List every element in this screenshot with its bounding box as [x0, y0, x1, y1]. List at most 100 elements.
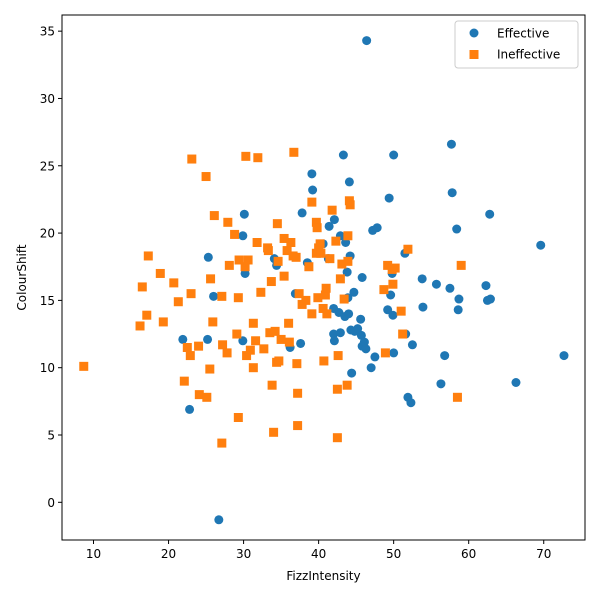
point-ineffective	[318, 303, 328, 313]
point-effective	[329, 329, 339, 339]
legend: Effective Ineffective	[454, 20, 579, 69]
point-effective	[388, 310, 398, 320]
point-effective	[452, 224, 462, 234]
point-effective	[338, 150, 348, 160]
legend-marker-ineffective	[469, 50, 479, 59]
point-ineffective	[284, 318, 294, 328]
point-effective	[454, 294, 464, 304]
point-ineffective	[270, 326, 280, 336]
point-effective	[356, 330, 366, 340]
point-ineffective	[158, 317, 168, 327]
point-ineffective	[259, 344, 269, 354]
y-tick-label: 10	[40, 361, 55, 375]
point-ineffective	[267, 380, 277, 390]
point-effective	[440, 351, 450, 361]
point-ineffective	[325, 254, 335, 264]
axis-ticks: 10 20 30 40 50 60 70 0 5 10 15 20 25 30 35	[40, 25, 552, 561]
point-effective	[329, 215, 339, 225]
point-ineffective	[245, 345, 255, 355]
point-effective	[357, 273, 367, 282]
point-ineffective	[339, 294, 349, 304]
point-effective	[536, 240, 546, 250]
point-ineffective	[307, 309, 317, 319]
point-effective	[342, 267, 352, 277]
point-ineffective	[209, 211, 219, 221]
x-tick-label: 10	[86, 547, 101, 561]
point-ineffective	[380, 348, 390, 358]
point-ineffective	[202, 392, 212, 402]
point-effective	[297, 208, 307, 218]
point-effective	[372, 223, 382, 233]
point-ineffective	[242, 351, 252, 361]
point-ineffective	[217, 291, 227, 301]
point-ineffective	[282, 246, 292, 256]
point-ineffective	[269, 427, 279, 437]
point-ineffective	[396, 306, 406, 316]
point-effective	[418, 302, 428, 312]
point-ineffective	[398, 329, 408, 339]
point-ineffective	[233, 413, 243, 422]
point-ineffective	[304, 262, 314, 272]
point-ineffective	[201, 172, 211, 182]
point-ineffective	[272, 219, 282, 229]
point-ineffective	[230, 229, 240, 239]
point-effective	[344, 309, 354, 319]
point-ineffective	[452, 392, 462, 402]
point-ineffective	[403, 244, 413, 254]
point-ineffective	[232, 329, 242, 339]
x-tick-label: 70	[536, 547, 551, 561]
point-ineffective	[185, 351, 195, 361]
point-effective	[335, 328, 345, 338]
point-effective	[407, 340, 417, 350]
point-effective	[389, 150, 399, 160]
point-ineffective	[252, 238, 262, 247]
point-effective	[447, 188, 457, 198]
point-ineffective	[345, 200, 355, 210]
y-tick-label: 5	[47, 429, 55, 443]
point-effective	[329, 336, 339, 346]
point-effective	[238, 231, 248, 241]
point-ineffective	[256, 287, 266, 297]
point-effective	[481, 281, 491, 291]
point-ineffective	[222, 348, 232, 358]
point-ineffective	[243, 255, 253, 265]
point-ineffective	[279, 271, 289, 281]
point-ineffective	[224, 260, 234, 270]
point-effective	[296, 338, 306, 348]
x-tick-label: 20	[161, 547, 176, 561]
x-tick-label: 30	[236, 547, 251, 561]
point-ineffective	[311, 217, 321, 227]
point-ineffective	[251, 336, 261, 346]
point-ineffective	[312, 223, 322, 233]
point-effective	[389, 348, 399, 358]
point-ineffective	[343, 256, 353, 266]
point-ineffective	[292, 359, 302, 369]
point-ineffective	[253, 153, 263, 163]
point-ineffective	[289, 147, 299, 157]
point-ineffective	[186, 289, 196, 299]
point-ineffective	[332, 384, 342, 394]
y-axis-label: ColourShift	[15, 244, 29, 311]
point-ineffective	[335, 274, 345, 284]
point-ineffective	[206, 274, 216, 284]
point-effective	[344, 177, 354, 187]
point-effective	[359, 337, 369, 347]
point-effective	[349, 287, 359, 297]
point-ineffective	[248, 363, 258, 373]
point-ineffective	[155, 268, 165, 278]
point-ineffective	[337, 259, 347, 269]
point-effective	[366, 363, 376, 373]
point-effective	[485, 209, 495, 219]
point-ineffective	[233, 293, 243, 303]
point-ineffective	[248, 318, 258, 328]
point-ineffective	[291, 252, 301, 262]
point-ineffective	[279, 233, 289, 243]
y-tick-label: 30	[40, 92, 55, 106]
point-ineffective	[218, 340, 228, 350]
point-ineffective	[194, 341, 204, 351]
y-tick-label: 0	[47, 496, 55, 510]
point-effective	[324, 221, 334, 231]
point-effective	[178, 334, 188, 344]
point-ineffective	[390, 263, 400, 273]
point-ineffective	[333, 351, 343, 361]
